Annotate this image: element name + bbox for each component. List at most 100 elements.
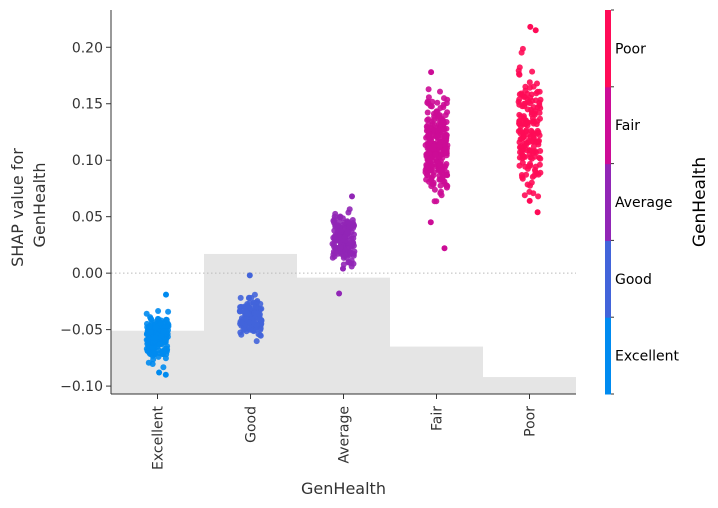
data-point-poor — [527, 160, 533, 167]
colorbar-title: GenHealth — [690, 157, 710, 247]
data-point-poor — [521, 100, 528, 107]
data-point-poor — [527, 147, 534, 154]
y-tick-label: 0.10 — [72, 153, 103, 169]
data-point-excellent — [147, 329, 154, 335]
colorbar-label: Fair — [615, 118, 640, 134]
colorbar-label: Excellent — [615, 349, 679, 365]
data-point-fair — [431, 198, 438, 205]
data-point-good — [257, 332, 264, 339]
data-point-poor — [536, 137, 542, 144]
data-point-average — [335, 228, 342, 235]
data-point-poor — [528, 111, 535, 118]
data-point-average — [331, 218, 338, 225]
data-point-fair — [433, 134, 440, 141]
data-point-good — [243, 309, 250, 316]
data-point-fair — [437, 182, 444, 189]
data-point-average — [332, 210, 339, 217]
data-point-poor — [536, 109, 543, 116]
data-point-good — [258, 305, 265, 312]
colorbar-segment — [605, 10, 611, 88]
data-point-poor — [516, 154, 523, 161]
x-axis-label: GenHealth — [301, 479, 386, 498]
data-point-good — [238, 319, 245, 326]
data-point-fair — [424, 164, 431, 171]
data-point-excellent — [143, 310, 150, 317]
data-point-poor — [523, 127, 530, 134]
data-point-poor — [534, 80, 540, 87]
data-point-fair — [430, 145, 437, 152]
data-point-fair — [426, 157, 433, 164]
data-point-fair — [430, 172, 437, 179]
y-axis-label-line-2: GenHealth — [30, 163, 49, 248]
histogram-bar-average — [297, 277, 390, 394]
data-point-fair — [443, 150, 450, 156]
data-point-excellent — [144, 340, 151, 347]
data-point-fair — [443, 161, 450, 167]
data-point-average — [340, 265, 346, 272]
data-point-average — [336, 290, 343, 297]
data-point-fair — [444, 172, 451, 179]
data-point-poor — [518, 49, 525, 56]
data-point-fair — [442, 112, 449, 119]
histogram-bar-poor — [483, 377, 576, 394]
data-point-excellent — [163, 351, 170, 358]
data-point-fair — [422, 169, 429, 176]
y-tick-label: 0.15 — [72, 97, 103, 113]
data-point-fair — [427, 219, 434, 226]
histogram-bar-fair — [390, 346, 483, 394]
data-point-poor — [516, 96, 523, 103]
colorbar-segment — [605, 163, 611, 241]
data-point-fair — [441, 95, 447, 102]
data-point-excellent — [162, 336, 169, 343]
data-point-poor — [516, 71, 522, 77]
data-point-average — [332, 235, 339, 242]
data-point-poor — [521, 192, 528, 199]
data-point-fair — [425, 86, 432, 93]
axes: −0.10 −0.05 0.00 0.05 0.10 0.15 0.20 Excellent G… — [60, 10, 576, 470]
colorbar-segment — [605, 86, 611, 165]
data-point-poor — [516, 64, 523, 71]
data-point-fair — [434, 99, 441, 106]
data-point-excellent — [165, 308, 172, 315]
data-point-poor — [530, 143, 537, 150]
data-point-average — [346, 206, 353, 213]
data-point-poor — [526, 79, 533, 86]
data-point-poor — [527, 94, 534, 101]
data-point-good — [237, 294, 244, 301]
data-point-fair — [437, 105, 444, 111]
data-point-poor — [516, 91, 523, 98]
colorbar-segment — [605, 240, 611, 318]
data-point-poor — [527, 154, 534, 161]
y-axis-label: SHAP value for GenHealth — [8, 143, 49, 267]
data-point-good — [253, 338, 260, 345]
data-point-excellent — [150, 356, 157, 363]
data-point-fair — [427, 136, 434, 142]
data-point-fair — [428, 177, 435, 184]
data-point-fair — [441, 245, 448, 252]
data-point-good — [246, 319, 253, 326]
data-point-poor — [537, 96, 544, 103]
data-point-fair — [442, 181, 449, 188]
data-point-fair — [431, 121, 438, 128]
data-point-excellent — [155, 308, 162, 314]
data-point-average — [349, 193, 355, 200]
data-point-fair — [432, 151, 439, 158]
data-point-average — [350, 221, 357, 228]
data-point-excellent — [158, 332, 165, 339]
data-point-good — [250, 319, 257, 325]
data-point-fair — [425, 116, 432, 123]
data-point-fair — [431, 186, 438, 193]
data-point-poor — [517, 127, 524, 134]
data-point-poor — [527, 23, 534, 30]
data-point-fair — [425, 100, 432, 107]
data-point-good — [244, 301, 251, 307]
data-point-fair — [437, 158, 444, 165]
data-point-excellent — [157, 320, 164, 327]
y-tick-label: 0.20 — [72, 40, 103, 56]
data-point-fair — [438, 120, 445, 127]
data-point-average — [344, 218, 351, 225]
data-point-poor — [516, 118, 523, 125]
data-point-poor — [537, 155, 544, 162]
data-point-poor — [522, 83, 529, 90]
data-point-poor — [531, 153, 538, 160]
